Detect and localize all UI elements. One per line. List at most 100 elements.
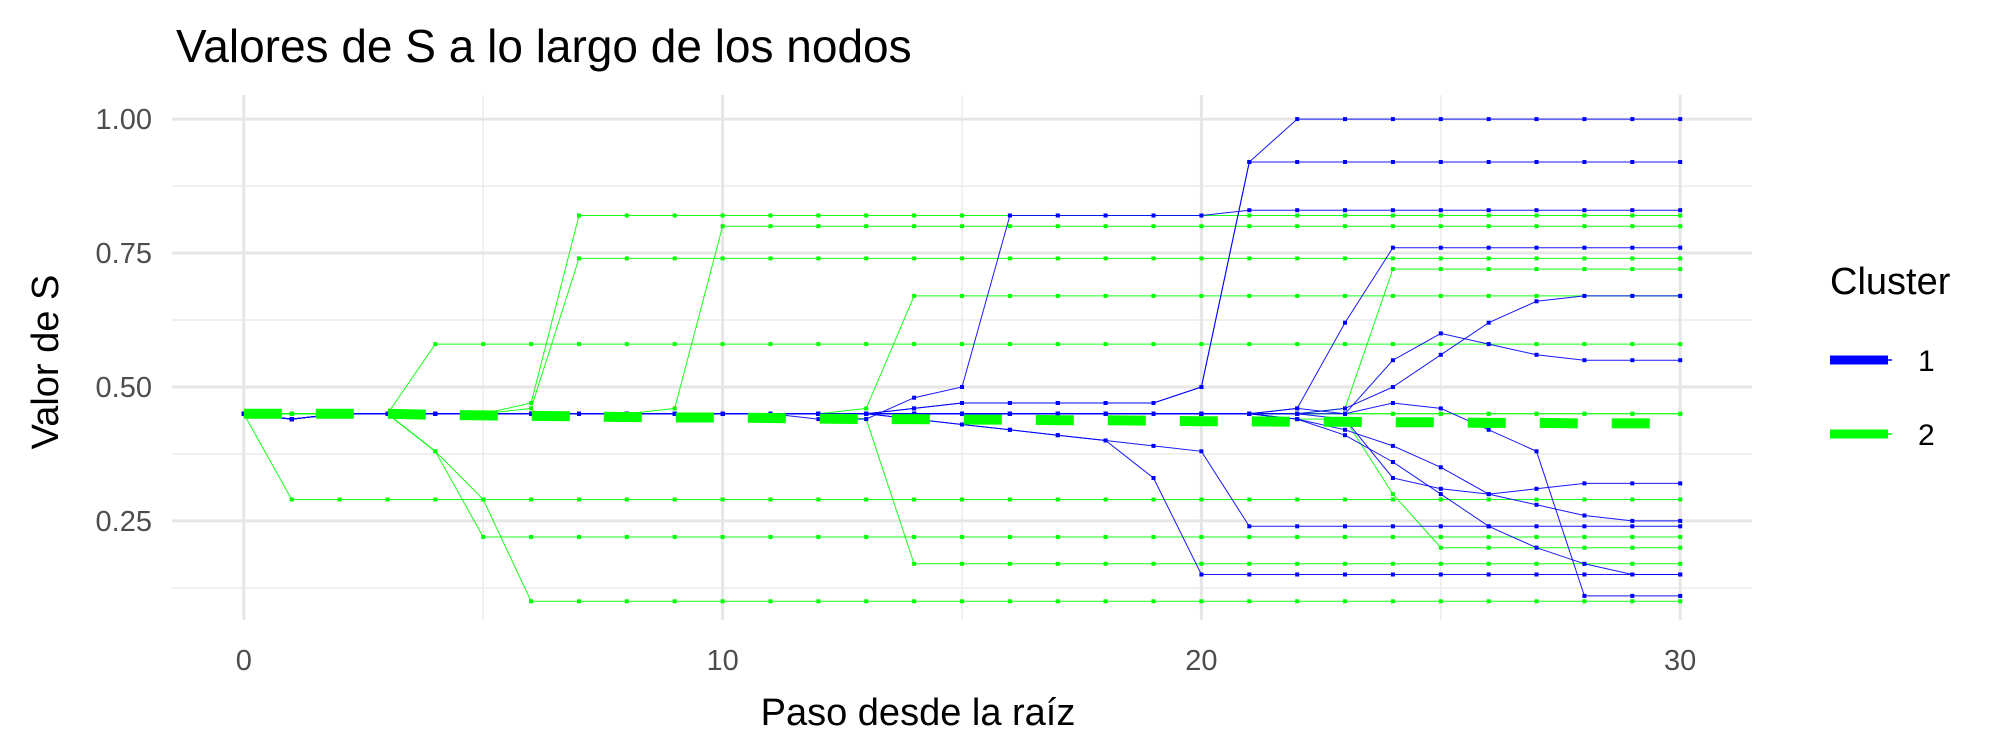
data-point [481, 497, 486, 502]
data-point [624, 256, 629, 261]
data-point [1630, 524, 1635, 529]
data-point [1247, 293, 1252, 298]
data-point [1534, 160, 1539, 164]
data-point [1486, 535, 1491, 539]
data-point [1438, 545, 1443, 550]
data-point [1390, 476, 1395, 480]
data-point [1486, 245, 1491, 250]
data-point [577, 411, 581, 416]
data-point [1055, 256, 1060, 261]
y-tick-label: 0.75 [96, 238, 152, 270]
data-point [1055, 411, 1060, 416]
series-cluster-2 [241, 411, 1683, 539]
data-point [1678, 117, 1683, 122]
data-point [1678, 293, 1683, 298]
data-point [1630, 293, 1635, 298]
data-point [1534, 256, 1539, 261]
data-point [1199, 256, 1204, 261]
data-point [1007, 256, 1012, 261]
data-point [1390, 572, 1395, 577]
data-point [1486, 492, 1491, 497]
data-point [1007, 535, 1012, 539]
data-point [1582, 342, 1587, 347]
data-point [1534, 352, 1539, 357]
y-axis-ticks: 0.25 0.50 0.75 1.00 [96, 104, 152, 538]
data-point [1630, 208, 1635, 213]
data-point [1582, 513, 1587, 518]
data-point [1438, 406, 1443, 411]
data-point [529, 401, 534, 405]
data-point [1390, 117, 1395, 122]
data-point [1247, 213, 1252, 218]
data-point [1055, 401, 1060, 405]
data-point [1630, 256, 1635, 261]
data-point [1486, 320, 1491, 325]
data-point [1390, 267, 1395, 272]
data-point [1390, 385, 1395, 389]
data-point [1678, 545, 1683, 550]
data-point [1199, 411, 1204, 416]
data-point [1630, 358, 1635, 363]
data-point [1151, 561, 1156, 566]
data-point [1055, 433, 1060, 438]
data-point [816, 411, 821, 416]
data-point [1103, 256, 1108, 261]
data-point [1438, 535, 1443, 539]
data-point [1678, 599, 1683, 604]
data-point [960, 342, 964, 347]
data-point [1438, 486, 1443, 491]
data-point [1390, 208, 1395, 213]
data-point [1343, 117, 1347, 122]
data-point [960, 411, 964, 416]
data-point [624, 497, 629, 502]
y-tick-label: 1.00 [96, 104, 152, 136]
data-point [960, 401, 964, 405]
data-point [1390, 492, 1395, 497]
data-point [864, 342, 869, 347]
data-point [672, 411, 677, 416]
data-point [816, 497, 821, 502]
data-point [1151, 293, 1156, 298]
data-point [720, 535, 725, 539]
data-point [1678, 524, 1683, 529]
data-point [1103, 561, 1108, 566]
data-point [1103, 497, 1108, 502]
data-point [1151, 599, 1156, 604]
data-point [1486, 256, 1491, 261]
data-point [1103, 599, 1108, 604]
data-point [1486, 427, 1491, 432]
data-point [1678, 342, 1683, 347]
data-point [1295, 208, 1300, 213]
data-point [720, 497, 725, 502]
data-point [385, 411, 390, 416]
data-point [1295, 497, 1300, 502]
data-point [1582, 599, 1587, 604]
data-point [1630, 545, 1635, 550]
data-point [529, 406, 534, 411]
data-point [864, 497, 869, 502]
data-point [1295, 535, 1300, 539]
data-point [960, 385, 964, 389]
data-point [1007, 411, 1012, 416]
data-point [768, 599, 773, 604]
data-point [1007, 561, 1012, 566]
data-point [1343, 213, 1347, 218]
data-point [1630, 411, 1635, 416]
data-point [1247, 160, 1252, 164]
data-point [1390, 524, 1395, 529]
data-point [1678, 481, 1683, 486]
data-point [1534, 502, 1539, 507]
data-point [1486, 561, 1491, 566]
data-point [1534, 561, 1539, 566]
data-point [1630, 593, 1635, 598]
data-point [1630, 160, 1635, 164]
data-point [1343, 497, 1347, 502]
data-point [1199, 342, 1204, 347]
data-point [1582, 245, 1587, 250]
data-point [1247, 497, 1252, 502]
data-point [864, 599, 869, 604]
data-point [912, 395, 917, 400]
data-point [1534, 411, 1539, 416]
data-point [1582, 256, 1587, 261]
data-point [1630, 213, 1635, 218]
